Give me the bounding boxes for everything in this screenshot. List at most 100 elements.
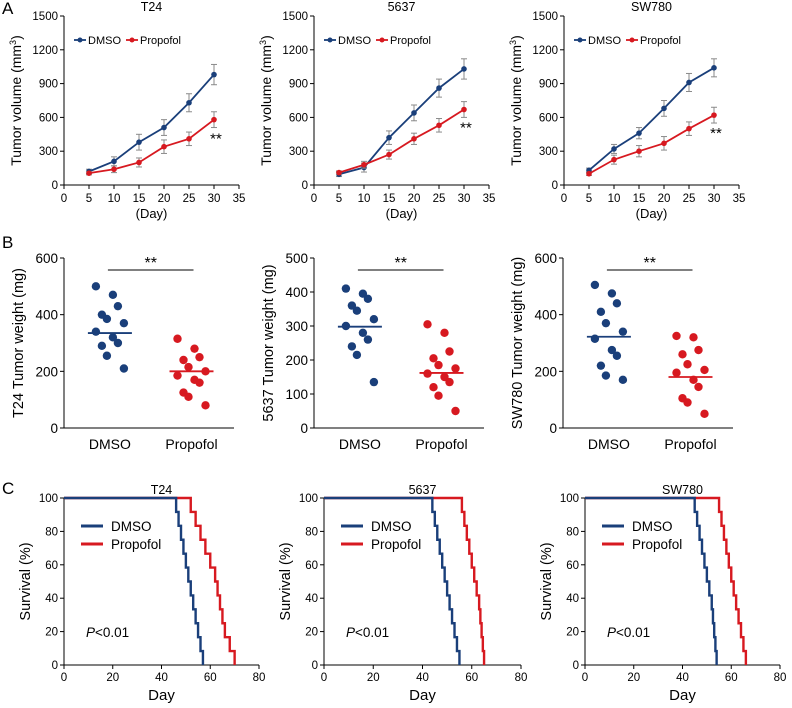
series-propofol (336, 101, 467, 176)
y-tick-label: 200 (534, 364, 557, 379)
x-axis-label: (Day) (386, 206, 418, 221)
y-tick-label: 80 (45, 526, 58, 538)
data-point (336, 169, 342, 176)
y-axis-label-text: Tumor volume (mm (8, 45, 24, 166)
y-axis-label: Survival (%) (18, 542, 34, 620)
data-point (190, 344, 199, 353)
x-tick-label: 15 (633, 193, 646, 205)
y-tick-label: 500 (285, 251, 308, 266)
data-point (596, 361, 606, 370)
series-line (338, 68, 465, 176)
data-point (184, 392, 193, 402)
x-tick-label: 0 (582, 672, 588, 684)
data-point (661, 105, 667, 112)
data-point (686, 79, 692, 86)
y-tick-label: 400 (534, 308, 557, 323)
y-axis-label: Survival (%) (539, 542, 555, 620)
x-tick-label: 60 (204, 672, 217, 684)
data-point (445, 347, 454, 356)
significance-marker: ** (394, 255, 406, 272)
legend: DMSO Propofol (81, 519, 161, 552)
x-axis-label: (Day) (136, 206, 168, 221)
data-point (689, 333, 698, 342)
data-point (136, 139, 142, 145)
group-dmso (87, 282, 132, 373)
y-tick-label: 600 (289, 112, 308, 124)
y-tick-label: 0 (302, 180, 308, 192)
y-axis-label: 5637 Tumor weight (mg) (261, 264, 277, 421)
p-value: P<0.01 (346, 625, 389, 640)
y-axis-label: Survival (%) (278, 542, 294, 620)
tumor-weight-chart-3: 0 200 400 600 DMSO Propofol SW780 Tumor weight… (510, 251, 733, 452)
legend-marker-propofol (379, 37, 385, 43)
series-line (588, 67, 715, 172)
y-axis-label: Tumor volume (mm3) (8, 35, 24, 166)
legend: DMSO Propofol (341, 519, 421, 552)
y-tick-label: 20 (45, 627, 58, 639)
data-point (601, 371, 611, 380)
data-point (618, 375, 628, 385)
x-tick-label: 20 (106, 672, 119, 684)
tumor-volume-chart-5637: 0 300 600 900 1200 1500 0 5 10 15 20 25 30 35 5637 (Day… (258, 0, 495, 221)
series-propofol (86, 111, 217, 176)
data-point (102, 314, 112, 324)
series-propofol (586, 106, 717, 177)
data-point (201, 401, 210, 410)
y-axis-label: Tumor volume (mm3) (258, 35, 274, 166)
y-axis-label-superscript: 3 (8, 40, 18, 45)
survival-curve-dmso (324, 496, 461, 665)
category-label: Propofol (415, 436, 467, 452)
y-axis-label-close: ) (508, 35, 524, 40)
data-point (184, 362, 193, 372)
y-tick-label: 20 (305, 627, 318, 639)
data-point (186, 136, 192, 142)
data-point (672, 368, 681, 377)
y-axis-label-close: ) (8, 35, 24, 40)
chart-title: SW780 (631, 0, 672, 14)
y-tick-label: 200 (35, 364, 58, 379)
y-tick-label: 300 (39, 146, 58, 158)
data-point (119, 364, 129, 373)
x-tick-label: 15 (383, 193, 396, 205)
series-line (88, 73, 215, 173)
data-point (700, 409, 709, 419)
x-tick-label: 0 (61, 672, 67, 684)
data-point (341, 284, 351, 293)
data-point (352, 306, 362, 315)
data-point (108, 333, 118, 342)
data-point (386, 134, 392, 141)
data-point (661, 140, 667, 147)
tumor-volume-chart-t24: 0 300 600 900 1200 1500 0 5 10 15 20 25 30 35 T24 (Day)… (8, 0, 245, 221)
chart-title: 5637 (388, 0, 416, 14)
y-tick-label: 0 (52, 660, 58, 672)
x-tick-label: 5 (586, 193, 592, 205)
data-point (352, 350, 362, 360)
data-point (369, 377, 379, 387)
data-point (211, 116, 217, 123)
x-tick-label: 25 (183, 193, 196, 205)
data-point (607, 289, 617, 298)
x-tick-label: 60 (465, 672, 478, 684)
data-point (179, 355, 188, 365)
y-tick-label: 600 (539, 112, 558, 124)
data-point (97, 341, 107, 351)
data-point (363, 335, 373, 344)
data-point (596, 307, 606, 317)
group-propofol (169, 334, 214, 410)
y-axis-label: SW780 Tumor weight (mg) (510, 257, 526, 429)
data-point (694, 345, 703, 355)
p-value-text: <0.01 (616, 625, 650, 640)
x-tick-label: 5 (336, 193, 342, 205)
data-point (429, 383, 438, 392)
data-point (461, 66, 467, 72)
y-tick-label: 80 (566, 526, 579, 538)
y-axis-label-superscript: 3 (508, 40, 518, 45)
data-point (601, 318, 611, 328)
x-tick-label: 20 (367, 672, 380, 684)
data-point (436, 85, 442, 91)
y-tick-label: 400 (35, 308, 58, 323)
x-axis-label: Day (148, 687, 175, 704)
y-tick-label: 0 (50, 421, 58, 436)
y-tick-label: 0 (573, 660, 579, 672)
series-line (338, 108, 465, 174)
